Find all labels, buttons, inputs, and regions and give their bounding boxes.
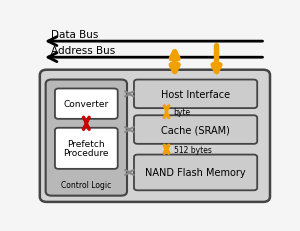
Text: Host Interface: Host Interface [161,89,230,99]
Text: Address Bus: Address Bus [52,46,116,56]
Text: Data Bus: Data Bus [52,30,99,40]
Text: Converter: Converter [64,100,109,109]
FancyBboxPatch shape [46,80,127,196]
Text: Procedure: Procedure [64,149,109,158]
FancyBboxPatch shape [55,128,118,169]
FancyBboxPatch shape [55,89,118,119]
FancyBboxPatch shape [40,70,270,202]
Text: NAND Flash Memory: NAND Flash Memory [145,168,246,178]
FancyBboxPatch shape [134,80,257,109]
Text: Cache (SRAM): Cache (SRAM) [161,125,230,135]
Text: 512 bytes: 512 bytes [173,145,211,154]
FancyBboxPatch shape [134,155,257,191]
Text: Prefetch: Prefetch [68,140,105,149]
Text: byte: byte [173,108,190,117]
Text: Control Logic: Control Logic [61,180,112,189]
FancyBboxPatch shape [134,116,257,144]
